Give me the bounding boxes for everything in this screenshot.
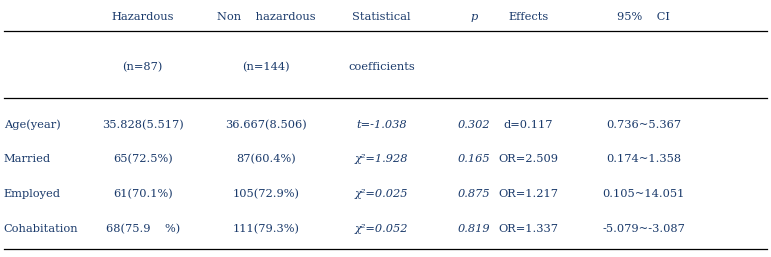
- Text: Cohabitation: Cohabitation: [4, 224, 79, 234]
- Text: 0.174~1.358: 0.174~1.358: [606, 154, 682, 164]
- Text: 35.828(5.517): 35.828(5.517): [102, 120, 183, 130]
- Text: Statistical: Statistical: [352, 12, 411, 22]
- Text: 95%    CI: 95% CI: [618, 12, 670, 22]
- Text: Married: Married: [4, 154, 51, 164]
- Text: χ²=1.928: χ²=1.928: [355, 154, 409, 164]
- Text: 0.165: 0.165: [458, 154, 490, 164]
- Text: 0.302: 0.302: [458, 120, 490, 130]
- Text: χ²=0.052: χ²=0.052: [355, 224, 409, 234]
- Text: -5.079~-3.087: -5.079~-3.087: [602, 224, 685, 234]
- Text: (n=144): (n=144): [242, 62, 290, 72]
- Text: OR=1.217: OR=1.217: [498, 189, 558, 199]
- Text: 111(79.3%): 111(79.3%): [233, 224, 299, 234]
- Text: Hazardous: Hazardous: [111, 12, 174, 22]
- Text: 0.875: 0.875: [458, 189, 490, 199]
- Text: d=0.117: d=0.117: [503, 120, 553, 130]
- Text: 65(72.5%): 65(72.5%): [113, 154, 173, 164]
- Text: 36.667(8.506): 36.667(8.506): [225, 120, 307, 130]
- Text: 0.819: 0.819: [458, 224, 490, 234]
- Text: 105(72.9%): 105(72.9%): [233, 189, 299, 199]
- Text: 68(75.9    %): 68(75.9 %): [106, 224, 180, 234]
- Text: Employed: Employed: [4, 189, 61, 199]
- Text: coefficients: coefficients: [348, 62, 415, 72]
- Text: Effects: Effects: [508, 12, 548, 22]
- Text: χ²=0.025: χ²=0.025: [355, 189, 409, 199]
- Text: 0.736~5.367: 0.736~5.367: [606, 120, 682, 130]
- Text: 0.105~14.051: 0.105~14.051: [603, 189, 685, 199]
- Text: 87(60.4%): 87(60.4%): [236, 154, 296, 164]
- Text: Age(year): Age(year): [4, 119, 61, 130]
- Text: t=-1.038: t=-1.038: [356, 120, 407, 130]
- Text: (n=87): (n=87): [123, 62, 163, 72]
- Text: OR=2.509: OR=2.509: [498, 154, 558, 164]
- Text: 61(70.1%): 61(70.1%): [113, 189, 173, 199]
- Text: Non    hazardous: Non hazardous: [217, 12, 315, 22]
- Text: OR=1.337: OR=1.337: [498, 224, 558, 234]
- Text: p: p: [470, 12, 478, 22]
